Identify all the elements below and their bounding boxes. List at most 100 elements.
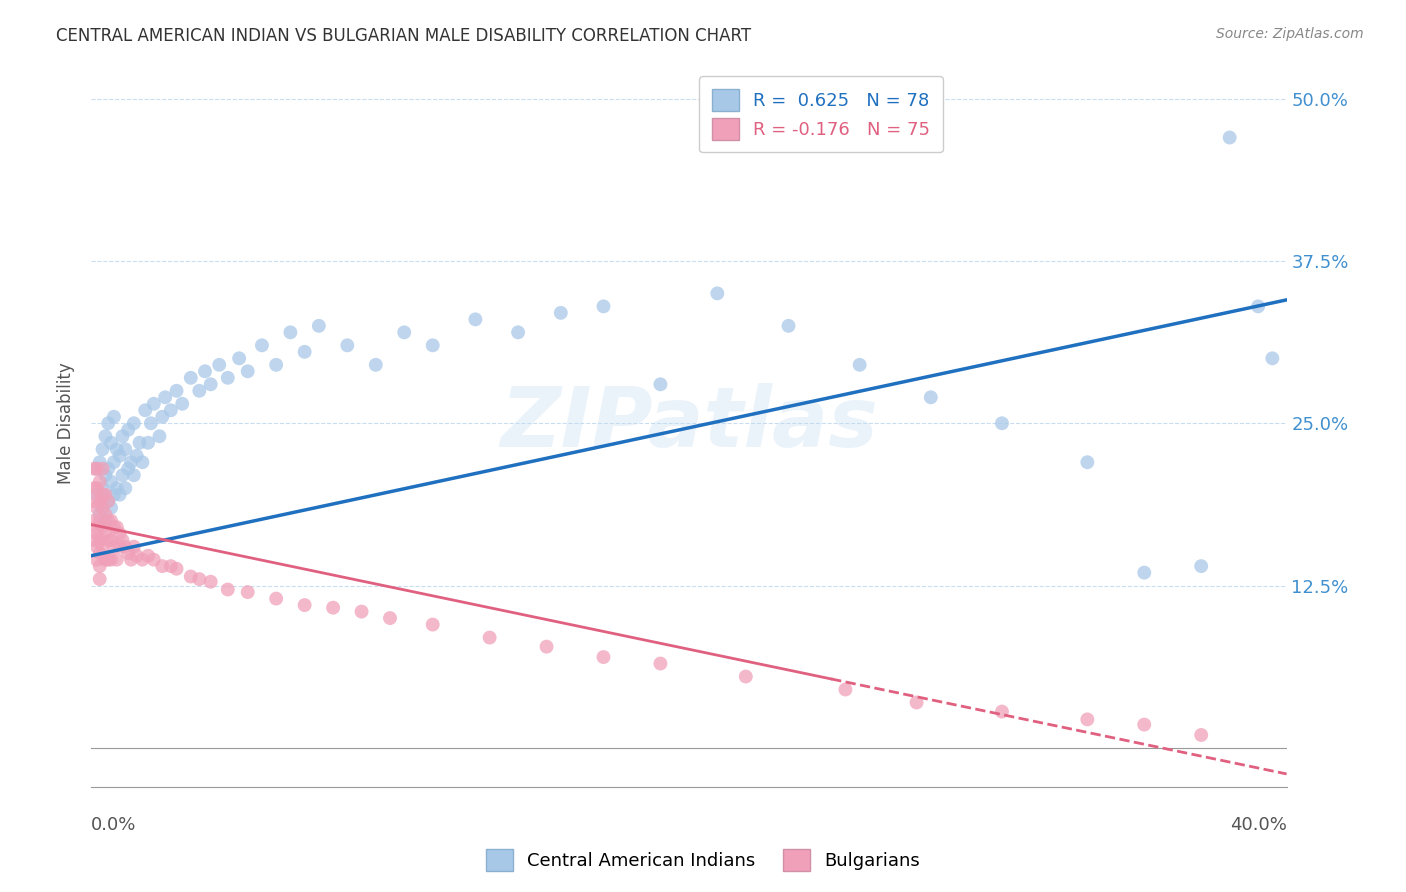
Text: CENTRAL AMERICAN INDIAN VS BULGARIAN MALE DISABILITY CORRELATION CHART: CENTRAL AMERICAN INDIAN VS BULGARIAN MAL… (56, 27, 751, 45)
Point (89, 475, 111, 489)
Point (991, 705, 1014, 719)
Point (111, 429, 134, 443)
Point (905, 696, 928, 710)
Point (236, 585, 259, 599)
Point (117, 461, 139, 475)
Point (86, 481, 108, 495)
Point (100, 552, 122, 566)
Point (264, 591, 287, 606)
Text: Source: ZipAtlas.com: Source: ZipAtlas.com (1216, 27, 1364, 41)
Point (89, 533, 111, 548)
Point (394, 326, 416, 340)
Point (89, 546, 111, 560)
Point (228, 351, 250, 366)
Point (89, 494, 111, 508)
Point (114, 540, 136, 554)
Point (650, 657, 672, 671)
Point (117, 546, 139, 560)
Point (97, 514, 120, 528)
Point (1076, 712, 1098, 726)
Point (136, 435, 159, 450)
Point (1261, 351, 1284, 366)
Point (280, 326, 302, 340)
Point (294, 344, 316, 359)
Point (94, 507, 117, 521)
Point (91, 488, 114, 502)
Point (150, 559, 173, 574)
Point (166, 384, 188, 398)
Point (100, 475, 122, 489)
Point (89, 572, 111, 586)
Point (122, 468, 145, 483)
Point (103, 455, 125, 469)
Point (166, 562, 188, 576)
Point (139, 417, 162, 431)
Point (506, 326, 529, 340)
Point (91, 520, 114, 534)
Point (142, 397, 165, 411)
Point (111, 533, 134, 548)
Point (100, 514, 122, 528)
Point (236, 364, 259, 378)
Point (103, 540, 125, 554)
Point (94, 514, 117, 528)
Point (97, 494, 120, 508)
Point (148, 429, 170, 443)
Point (188, 384, 211, 398)
Point (120, 455, 142, 469)
Point (991, 417, 1014, 431)
Point (83, 494, 105, 508)
Point (94, 468, 117, 483)
Point (100, 435, 122, 450)
Point (1247, 299, 1270, 313)
Point (86, 526, 108, 541)
Point (217, 582, 239, 597)
Point (83, 533, 105, 548)
Point (108, 449, 131, 463)
Point (105, 442, 128, 457)
Point (89, 514, 111, 528)
Point (200, 377, 222, 392)
Point (97, 494, 120, 508)
Point (125, 549, 148, 563)
Point (180, 371, 202, 385)
Point (100, 500, 122, 515)
Point (734, 669, 756, 683)
Point (160, 559, 183, 574)
Y-axis label: Male Disability: Male Disability (58, 362, 75, 484)
Point (91, 481, 114, 495)
Legend: Central American Indians, Bulgarians: Central American Indians, Bulgarians (478, 842, 928, 879)
Point (920, 390, 942, 404)
Point (114, 481, 136, 495)
Point (108, 488, 131, 502)
Point (86, 540, 108, 554)
Point (86, 520, 108, 534)
Point (91, 461, 114, 475)
Point (322, 600, 344, 615)
Point (378, 611, 401, 625)
Point (125, 449, 148, 463)
Point (97, 533, 120, 548)
Point (153, 390, 176, 404)
Point (86, 461, 108, 475)
Point (134, 403, 156, 417)
Point (103, 520, 125, 534)
Point (122, 417, 145, 431)
Point (94, 526, 117, 541)
Point (83, 461, 105, 475)
Point (422, 338, 444, 352)
Point (422, 617, 444, 632)
Text: 40.0%: 40.0% (1230, 816, 1286, 834)
Point (131, 455, 153, 469)
Point (350, 605, 373, 619)
Point (650, 377, 672, 392)
Point (94, 429, 117, 443)
Legend: R =  0.625   N = 78, R = -0.176   N = 75: R = 0.625 N = 78, R = -0.176 N = 75 (699, 76, 943, 153)
Point (86, 552, 108, 566)
Point (86, 500, 108, 515)
Text: 0.0%: 0.0% (91, 816, 136, 834)
Point (94, 552, 117, 566)
Point (83, 514, 105, 528)
Point (1133, 717, 1156, 731)
Point (592, 299, 614, 313)
